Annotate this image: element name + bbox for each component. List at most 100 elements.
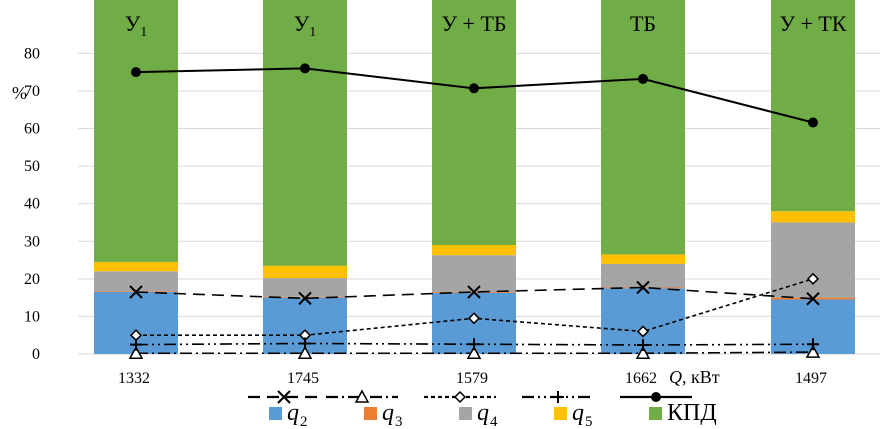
bar-segment-q4 [432,255,516,292]
line-q3 [128,344,821,359]
legend: q2 q3 q4 q5 КПД [248,389,717,429]
legend-label: q4 [477,400,498,429]
dot-marker [808,117,818,128]
bar-segment-q4 [94,271,178,292]
triangle-marker [466,345,482,359]
y-tick-label: 60 [24,121,40,138]
legend-swatch [269,407,282,420]
line-q5 [130,337,819,351]
top-label-main: У [294,11,310,36]
y-tick-label: 50 [24,158,40,175]
dot-marker [131,67,141,78]
top-label-sub: 1 [140,25,147,40]
legend-item-q4: q4 [459,400,498,429]
bar-segment-q5 [771,211,855,223]
legend-line-q3 [326,389,398,403]
y-tick-label: 80 [24,45,40,62]
x-marker [806,292,820,306]
top-label-main: У + ТБ [441,11,506,36]
line-series [128,63,821,359]
legend-label: q5 [572,400,593,429]
triangle-marker [297,345,313,359]
legend-label-name: q [287,400,299,426]
legend-item-q5: q5 [554,400,593,429]
triangle-marker [354,389,370,403]
legend-label: q3 [382,400,403,429]
plus-marker [299,337,311,350]
legend-label-sub: 4 [490,414,498,429]
y-tick-label: 10 [24,308,40,325]
legend-swatch [364,407,377,420]
diamond-marker [636,325,650,338]
x-tick-label: 1332 [118,370,150,387]
legend-label-name: КПД [667,400,717,426]
bar-segment-q4 [263,278,347,297]
bar-segment-q4 [771,222,855,298]
triangle-marker [805,344,821,358]
top-label-main: ТБ [630,11,656,36]
triangle-marker [635,345,651,359]
q-axis-label: Q, кВт [669,367,720,387]
legend-line-q2 [248,390,320,404]
y-tick-label: 70 [24,83,40,100]
legend-label-name: q [572,400,584,426]
bar-segment-КПД [432,0,516,246]
x-tick-label: 1662 [625,370,657,387]
plus-marker [807,338,819,351]
line-kpd [131,63,818,128]
legend-item-КПД: КПД [649,400,717,426]
diamond-marker [467,312,481,325]
legend-swatch [649,407,662,420]
x-marker [467,285,481,299]
diamond-marker [806,272,820,285]
x-tick-label: 1745 [287,370,319,387]
plus-marker [130,338,142,351]
legend-label-sub: 2 [300,414,308,429]
top-label-main: У + ТК [779,11,846,36]
legend-line-q5 [522,391,594,403]
legend-label-name: q [382,400,394,426]
top-label: У1 [294,11,317,40]
q-unit: , кВт [682,367,720,387]
dot-marker [469,83,479,94]
q-symbol: Q [669,367,682,387]
legend-label-name: q [477,400,489,426]
x-marker [636,280,650,295]
top-label-sub: 1 [309,25,316,40]
legend-item-q2: q2 [269,400,308,429]
x-marker [129,285,143,299]
diamond-marker [453,390,467,404]
triangle-marker [128,345,144,359]
x-marker [277,390,291,404]
dot-marker [651,392,661,402]
y-tick-label: 20 [24,271,40,288]
bar-segment-КПД [601,0,685,255]
top-label: У + ТБ [441,11,506,36]
bar-segment-q5 [263,265,347,279]
legend-label-sub: 5 [585,414,593,429]
legend-line-kpd [620,392,692,402]
x-axis-ticks: 1332 1745 1579 1662 1497 [118,370,827,387]
x-tick-label: 1497 [795,370,827,387]
line-q2 [129,280,820,306]
dot-marker [638,73,648,84]
bar-segment-КПД [771,0,855,212]
legend-label: q2 [287,400,308,429]
plus-marker [552,391,564,403]
legend-label: КПД [667,400,717,426]
top-labels: У1 У1 У + ТБ ТБ У + ТК [125,11,847,40]
bar-segment-КПД [263,0,347,266]
plus-marker [637,338,649,351]
y-tick-label: 30 [24,233,40,250]
plus-marker [468,338,480,351]
dot-marker [300,63,310,74]
y-tick-label: 40 [24,196,40,213]
bar-segment-q5 [432,245,516,256]
legend-label-sub: 3 [395,414,403,429]
legend-item-q3: q3 [364,400,403,429]
bar-segment-q5 [601,254,685,264]
stacked-bars [94,0,855,354]
x-marker [298,291,312,306]
legend-swatch [554,407,567,420]
